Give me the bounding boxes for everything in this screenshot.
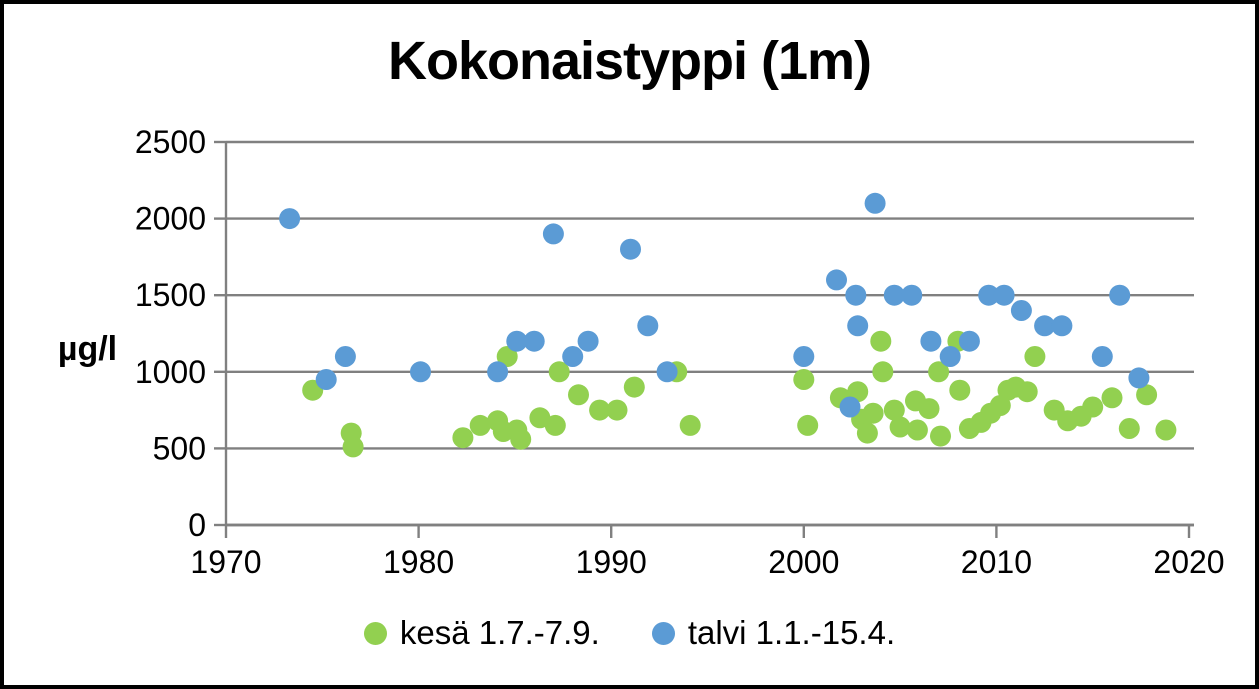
data-point-series1-1988.3 [568,384,589,406]
data-point-series1-1983.2 [469,414,491,436]
data-point-series1-2005.9 [906,419,928,441]
x-tick-label-1970: 1970 [190,544,261,580]
legend-label: talvi 1.1.-15.4. [687,614,896,651]
data-point-series2-2005.6 [901,284,923,306]
y-tick-label-1500: 1500 [135,277,206,313]
data-point-series2-1980.1 [410,361,431,383]
data-point-series2-2008.6 [958,330,980,352]
x-tick-label-2020: 2020 [1153,544,1224,580]
data-point-series2-2001.7 [826,269,847,291]
data-point-series1-2005 [889,416,911,438]
data-point-series1-2004.1 [872,361,894,383]
data-point-series1-2018.8 [1155,419,1177,441]
data-point-series2-2002.7 [845,284,867,306]
data-point-series2-2002.8 [847,315,869,337]
data-point-series2-2006.6 [920,330,942,352]
data-point-series1-2000.2 [797,414,819,436]
scatter-plot: 0 500 1000 1500 2000 2500 1970 1980 1990 2000 2010… [135,124,1225,580]
data-point-series1-2007 [928,361,950,383]
data-point-series1-1976.6 [342,436,364,458]
data-point-series1-2017.8 [1136,384,1158,406]
data-point-series2-2003.7 [864,192,886,214]
data-point-series2-1988.8 [577,330,599,352]
data-point-series2-2004.7 [883,284,905,306]
data-point-series2-2013.4 [1051,315,1073,337]
data-point-series2-2002.4 [839,396,861,418]
y-tick-label-1000: 1000 [135,354,206,390]
data-point-series1-1989.4 [589,399,611,421]
data-point-series1-2004.7 [883,399,905,421]
data-point-series2-2015.5 [1091,346,1113,367]
data-point-series2-1991.9 [637,315,659,337]
data-point-series2-2017.4 [1128,367,1150,389]
data-point-series1-2008.1 [949,379,971,401]
data-point-series2-2011.3 [1010,300,1032,321]
x-tick-label-1980: 1980 [383,544,454,580]
data-point-series1-1982.3 [452,427,474,449]
data-point-series2-1975.2 [315,369,337,390]
x-tick-label-1990: 1990 [576,544,647,580]
data-point-series2-1973.3 [279,208,301,230]
y-tick-label-0: 0 [188,507,206,543]
y-tick-label-2000: 2000 [135,201,206,237]
data-point-series1-2003.3 [856,422,878,444]
legend-marker-icon [651,621,675,645]
data-point-series1-2016 [1101,387,1123,409]
data-point-series1-1987.3 [548,361,570,383]
data-point-series1-2012 [1024,346,1046,367]
data-point-series2-1985.1 [506,330,528,352]
data-point-series2-1991 [620,238,641,260]
data-point-series2-1976.2 [334,346,356,367]
data-point-series2-2012.5 [1034,315,1056,337]
data-point-series2-1984.1 [487,361,509,383]
legend-marker-icon [363,621,387,645]
data-point-series2-2007.6 [939,346,961,367]
data-point-series1-1985.3 [510,428,532,450]
data-point-series1-2016.9 [1118,418,1140,439]
data-point-series1-2015 [1082,396,1104,418]
data-point-series2-1987 [542,223,564,245]
data-point-series1-1987.1 [544,414,566,436]
data-point-series1-1991.2 [623,376,645,398]
y-tick-label-2500: 2500 [135,124,206,160]
data-point-series2-1988 [562,346,584,367]
data-point-series1-1990.3 [606,399,628,421]
data-point-series1-1984.6 [496,346,518,367]
data-point-series1-2004 [870,330,892,352]
data-point-series2-2010.4 [993,284,1015,306]
data-point-series1-2006.5 [918,398,940,420]
data-point-series2-2016.4 [1109,284,1131,306]
data-point-series2-2000 [793,346,815,367]
data-point-series1-1994.1 [679,414,701,436]
legend-item-talvi: talvi 1.1.-15.4. [651,614,896,652]
data-point-series1-2003.6 [862,402,884,424]
data-point-series2-1986 [523,330,545,352]
legend-label: kesä 1.7.-7.9. [399,614,600,651]
x-tick-label-2010: 2010 [961,544,1032,580]
legend: kesä 1.7.-7.9. talvi 1.1.-15.4. [4,614,1255,652]
legend-item-kesa: kesä 1.7.-7.9. [363,614,600,652]
data-point-series2-1992.9 [656,361,678,383]
data-point-series2-2009.6 [978,284,1000,306]
data-point-series1-2007.1 [930,425,951,447]
chart-title: Kokonaistyppi (1m) [387,31,872,91]
data-point-series1-2011.6 [1016,381,1038,403]
y-axis-title: µg/l [57,330,118,368]
data-point-series1-2000 [793,369,815,390]
x-tick-label-2000: 2000 [768,544,839,580]
y-tick-label-500: 500 [153,430,206,466]
